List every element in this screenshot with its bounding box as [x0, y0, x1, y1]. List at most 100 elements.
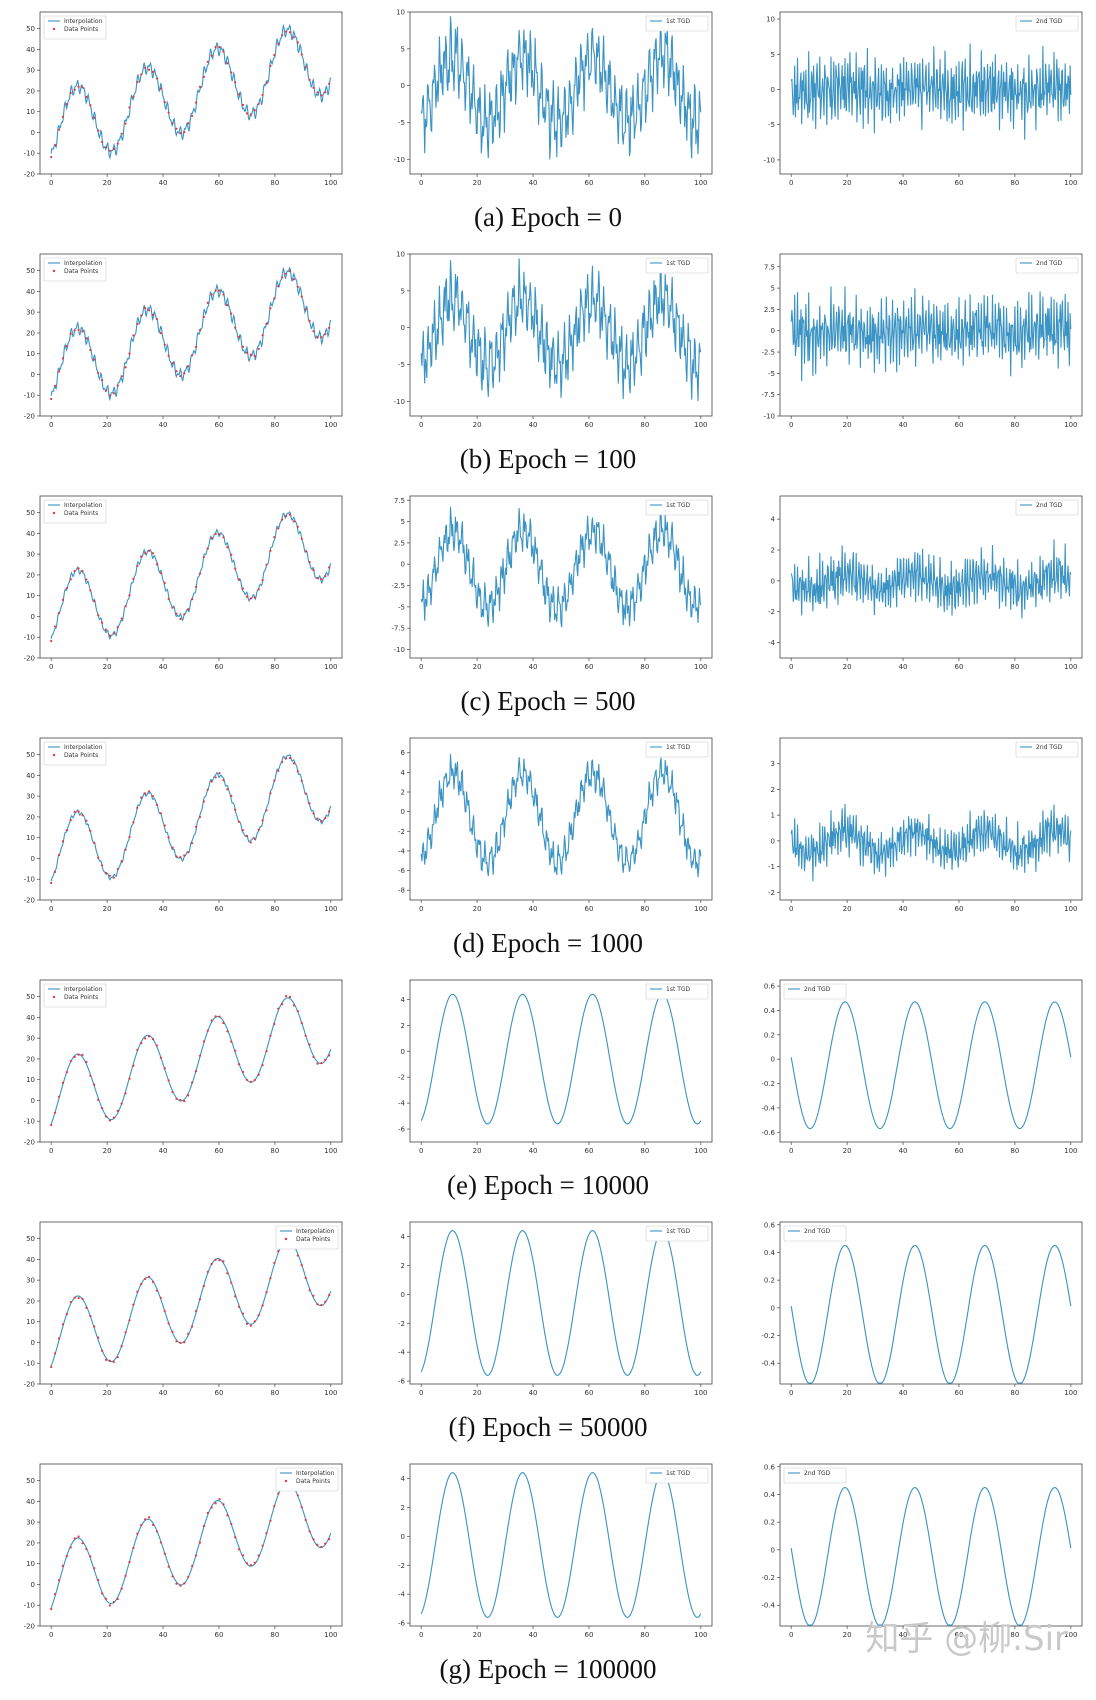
- data-point: [265, 81, 268, 85]
- data-point: [249, 114, 252, 117]
- legend-label: 2nd TGD: [804, 1470, 831, 1477]
- x-tick-label: 100: [694, 1389, 707, 1397]
- y-tick-label: 5: [401, 518, 405, 526]
- data-point: [312, 1538, 315, 1541]
- data-point: [108, 149, 112, 152]
- data-point: [132, 1546, 135, 1550]
- data-point: [69, 1546, 72, 1549]
- legend: 1st TGD: [645, 499, 709, 516]
- row-caption: (f) Epoch = 50000: [448, 1412, 648, 1442]
- data-point: [85, 337, 88, 340]
- data-point: [65, 828, 68, 832]
- x-tick-label: 100: [694, 905, 707, 913]
- y-tick-label: 0.4: [764, 1007, 776, 1015]
- data-point: [163, 1552, 166, 1555]
- data-point: [320, 1061, 323, 1065]
- data-point: [308, 802, 311, 805]
- data-point: [288, 995, 292, 999]
- data-point: [124, 1574, 127, 1577]
- subplot-svg: 0 20 40 60 80 100 -10 -5 0 5 10 1st TGD: [394, 9, 713, 187]
- x-tick-label: 40: [159, 1389, 168, 1397]
- data-point: [324, 333, 327, 336]
- data-point: [202, 1524, 205, 1528]
- y-tick-label: 2.5: [764, 306, 775, 314]
- data-point: [281, 33, 284, 37]
- axes-frame: [779, 979, 1083, 1143]
- data-point: [198, 1298, 202, 1301]
- y-tick-label: 10: [396, 251, 405, 259]
- data-point: [234, 1536, 237, 1539]
- data-point: [210, 293, 213, 296]
- x-tick-label: 60: [215, 421, 224, 429]
- data-point: [65, 102, 68, 106]
- y-tick-label: 30: [26, 67, 35, 75]
- subplot-r2-c0: 0 20 40 60 80 100 -20 -10 0 10 20 30 40 50 Interpolati…: [8, 488, 348, 678]
- y-tick-label: -5: [398, 361, 405, 369]
- data-point: [155, 1044, 158, 1047]
- data-point: [97, 1578, 100, 1582]
- data-point: [253, 1561, 256, 1564]
- data-point: [277, 1007, 280, 1010]
- data-point: [167, 1322, 170, 1325]
- x-tick-label: 20: [473, 1631, 482, 1639]
- data-point: [128, 106, 131, 109]
- x-tick-label: 100: [694, 1631, 707, 1639]
- data-point: [245, 351, 249, 354]
- legend-label: Interpolation: [64, 502, 103, 509]
- data-point: [171, 606, 174, 609]
- y-tick-label: 10: [26, 834, 35, 842]
- data-point: [136, 322, 139, 326]
- data-point: [167, 1565, 170, 1568]
- data-point: [108, 1119, 112, 1122]
- subplot-r6-c0: 0 20 40 60 80 100 -20 -10 0 10 20 30 40 50 Interpolati…: [8, 1456, 348, 1646]
- data-point: [104, 1115, 108, 1118]
- y-tick-label: 0.6: [764, 1463, 776, 1471]
- y-tick-label: 0.2: [764, 1277, 775, 1285]
- data-point: [136, 80, 139, 84]
- x-tick-label: 20: [843, 421, 852, 429]
- y-tick-label: 10: [766, 16, 775, 24]
- x-tick-label: 80: [640, 1147, 649, 1155]
- axes-frame: [409, 1463, 713, 1627]
- data-point: [144, 792, 147, 795]
- data-point: [312, 86, 315, 89]
- y-tick-label: -5: [768, 121, 775, 129]
- y-tick-label: 30: [26, 1035, 35, 1043]
- y-tick-label: 10: [26, 350, 35, 358]
- data-point: [151, 313, 155, 316]
- y-tick-label: 50: [26, 1235, 35, 1243]
- x-tick-label: 20: [473, 1389, 482, 1397]
- data-point: [69, 1059, 72, 1063]
- y-tick-label: 40: [26, 1256, 35, 1264]
- data-point: [198, 1054, 202, 1057]
- x-tick-label: 0: [789, 1631, 793, 1639]
- legend-label: Interpolation: [64, 744, 103, 751]
- data-point: [300, 537, 303, 540]
- data-point: [57, 612, 61, 615]
- x-tick-label: 40: [899, 663, 908, 671]
- data-point: [308, 1043, 311, 1046]
- data-point: [214, 1502, 217, 1505]
- y-tick-label: 0: [401, 82, 405, 90]
- series-line: [50, 510, 332, 640]
- data-point: [81, 330, 84, 333]
- data-point: [81, 569, 84, 573]
- data-point: [124, 605, 127, 608]
- y-tick-label: 2: [401, 1262, 405, 1270]
- x-tick-label: 40: [529, 421, 538, 429]
- subplot-svg: 0 20 40 60 80 100 -2 -1 0 1 2 3 2nd TGD: [768, 737, 1083, 913]
- data-point: [198, 85, 202, 88]
- x-tick-label: 100: [694, 1147, 707, 1155]
- data-point: [273, 536, 276, 539]
- data-point: [57, 1095, 61, 1098]
- data-point: [312, 812, 315, 815]
- data-point: [69, 91, 72, 95]
- data-point: [140, 73, 143, 76]
- series-line: [420, 258, 702, 402]
- y-tick-label: 0: [771, 327, 775, 335]
- data-point: [77, 1053, 80, 1056]
- data-point: [324, 91, 327, 94]
- data-point: [273, 1261, 276, 1264]
- data-point: [253, 109, 256, 112]
